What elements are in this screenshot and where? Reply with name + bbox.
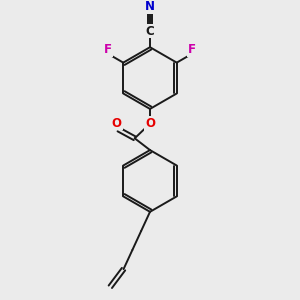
Text: C: C <box>146 25 154 38</box>
Text: O: O <box>112 116 122 130</box>
Text: O: O <box>145 117 155 130</box>
Text: F: F <box>188 43 196 56</box>
Text: F: F <box>104 43 112 56</box>
Text: N: N <box>145 0 155 13</box>
